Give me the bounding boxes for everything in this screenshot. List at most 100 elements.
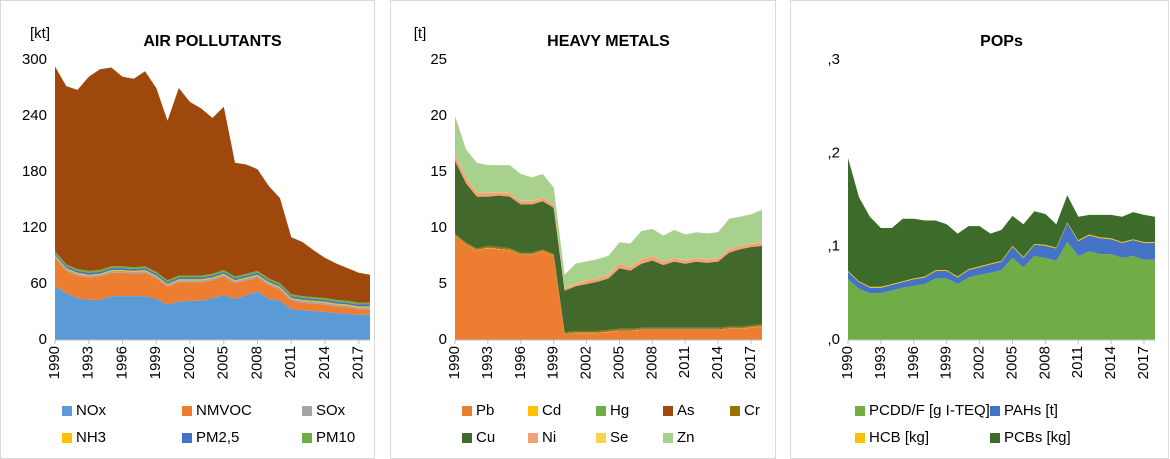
x-tick-label: 2002 (971, 346, 988, 379)
legend-swatch (302, 433, 312, 443)
x-tick-label: 2005 (1003, 346, 1020, 379)
area (55, 66, 370, 303)
x-tick-label: 2008 (1036, 346, 1053, 379)
legend-label: PAHs [t] (1004, 402, 1058, 419)
chart-title: POPs (980, 33, 1023, 50)
legend-swatch (182, 433, 192, 443)
x-tick-label: 1990 (446, 346, 463, 379)
legend-swatch (596, 406, 606, 416)
legend-swatch (462, 406, 472, 416)
x-tick-label: 2017 (1135, 346, 1152, 379)
legend-label: HCB [kg] (869, 429, 929, 446)
y-tick-label: 120 (22, 219, 47, 236)
x-tick-label: 2011 (1069, 346, 1086, 378)
y-tick-label: 0 (39, 331, 47, 348)
legend-label: Cd (542, 402, 561, 419)
x-tick-label: 1993 (872, 346, 889, 379)
legend-label: Se (610, 429, 628, 446)
area (455, 115, 762, 289)
area (455, 160, 762, 333)
area (55, 285, 370, 340)
x-tick-label: 1996 (905, 346, 922, 379)
area (55, 257, 370, 315)
legend-swatch (528, 433, 538, 443)
x-tick-label: 2014 (709, 346, 726, 379)
area (848, 158, 1155, 287)
legend-swatch (596, 433, 606, 443)
legend-swatch (990, 433, 1000, 443)
x-tick-label: 1990 (839, 346, 856, 379)
x-tick-label: 2017 (742, 346, 759, 379)
legend-swatch (62, 433, 72, 443)
legend-label: SOx (316, 402, 346, 419)
x-tick-label: 2014 (1102, 346, 1119, 379)
x-tick-label: 2005 (610, 346, 627, 379)
y-tick-label: ,1 (827, 238, 840, 255)
legend-label: PM2,5 (196, 429, 239, 446)
x-tick-label: 1999 (545, 346, 562, 379)
y-tick-label: 10 (430, 219, 447, 236)
x-tick-label: 1996 (512, 346, 529, 379)
y-tick-label: 25 (430, 51, 447, 68)
legend-swatch (990, 406, 1000, 416)
legend-label: Hg (610, 402, 629, 419)
legend-label: Cr (744, 402, 760, 419)
y-axis-label: [t] (414, 25, 427, 42)
y-tick-label: ,0 (827, 331, 840, 348)
y-tick-label: ,2 (827, 144, 840, 161)
x-tick-label: 1993 (479, 346, 496, 379)
x-tick-label: 2008 (248, 346, 265, 379)
legend-swatch (182, 406, 192, 416)
legend-swatch (62, 406, 72, 416)
legend-label: Ni (542, 429, 556, 446)
legend-swatch (302, 406, 312, 416)
legend-label: NMVOC (196, 402, 252, 419)
area (455, 235, 762, 340)
legend-swatch (663, 433, 673, 443)
legend-swatch (855, 406, 865, 416)
x-tick-label: 1990 (46, 346, 63, 379)
legend-swatch (730, 406, 740, 416)
legend-swatch (528, 406, 538, 416)
x-tick-label: 2008 (643, 346, 660, 379)
legend-label: PCBs [kg] (1004, 429, 1071, 446)
legend-swatch (462, 433, 472, 443)
x-tick-label: 2017 (350, 346, 367, 379)
area (848, 242, 1155, 340)
x-tick-label: 1999 (938, 346, 955, 379)
y-tick-label: 240 (22, 107, 47, 124)
x-tick-label: 1993 (80, 346, 97, 379)
x-tick-label: 2005 (215, 346, 232, 379)
y-tick-label: 60 (30, 275, 47, 292)
legend-label: Zn (677, 429, 695, 446)
y-tick-label: 5 (439, 275, 447, 292)
x-tick-label: 2011 (676, 346, 693, 378)
y-tick-label: 0 (439, 331, 447, 348)
chart-title: HEAVY METALS (547, 33, 670, 50)
legend-label: Cu (476, 429, 495, 446)
y-axis-label: [kt] (30, 25, 50, 42)
panel-frame (390, 0, 776, 459)
x-tick-label: 2014 (316, 346, 333, 379)
x-tick-label: 2002 (181, 346, 198, 379)
legend-swatch (663, 406, 673, 416)
y-tick-label: 15 (430, 163, 447, 180)
chart-title: AIR POLLUTANTS (143, 33, 282, 50)
legend-label: As (677, 402, 695, 419)
y-tick-label: 180 (22, 163, 47, 180)
x-tick-label: 2011 (282, 346, 299, 378)
legend-label: Pb (476, 402, 494, 419)
y-tick-label: ,3 (827, 51, 840, 68)
legend-swatch (855, 433, 865, 443)
x-tick-label: 1996 (113, 346, 130, 379)
legend-label: PM10 (316, 429, 355, 446)
legend-label: NH3 (76, 429, 106, 446)
x-tick-label: 1999 (147, 346, 164, 379)
legend-label: NOx (76, 402, 107, 419)
y-tick-label: 20 (430, 107, 447, 124)
x-tick-label: 2002 (578, 346, 595, 379)
legend-label: PCDD/F [g I-TEQ] (869, 402, 990, 419)
y-tick-label: 300 (22, 51, 47, 68)
